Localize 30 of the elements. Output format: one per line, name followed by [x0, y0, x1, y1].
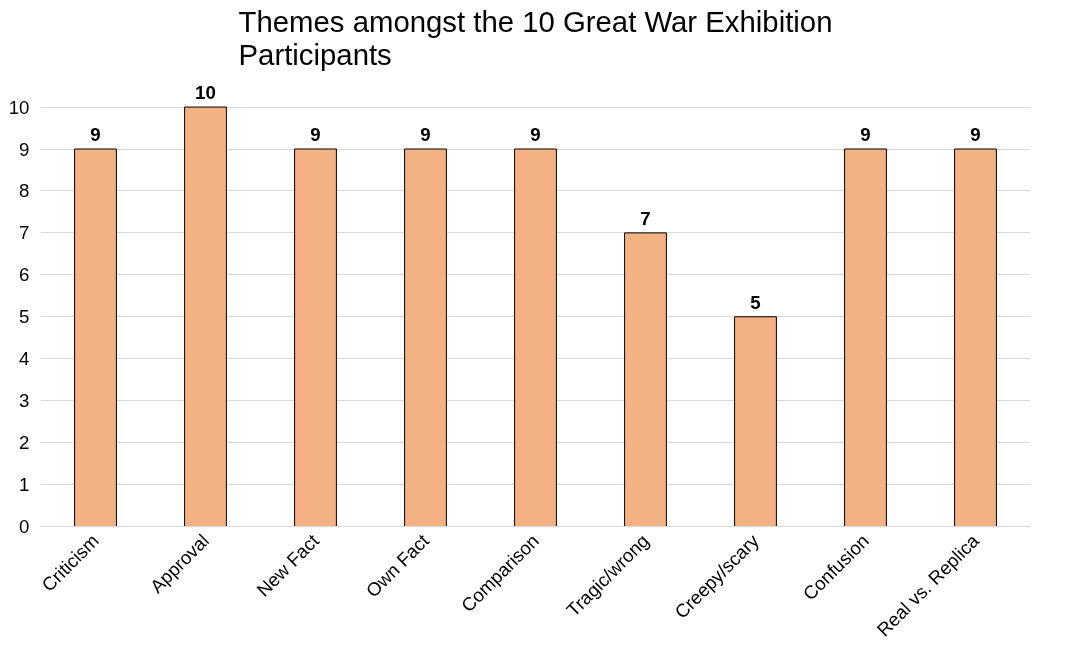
data-label: 9 [90, 124, 101, 145]
data-label: 9 [420, 124, 431, 145]
y-tick-label: 2 [19, 432, 30, 454]
y-tick-label: 8 [19, 180, 30, 202]
bar [514, 148, 557, 527]
y-tick-label: 9 [19, 138, 30, 160]
chart-title: Themes amongst the 10 Great War Exhibition Participants [238, 5, 833, 71]
bar [294, 148, 337, 527]
y-tick-label: 10 [8, 96, 30, 118]
data-label: 7 [640, 207, 651, 229]
y-tick-label: 6 [19, 264, 30, 286]
y-tick-label: 5 [19, 306, 30, 328]
bar [184, 106, 227, 527]
data-label: 9 [860, 124, 871, 145]
bar [74, 148, 117, 527]
data-label: 9 [970, 124, 981, 145]
y-tick-label: 4 [19, 348, 30, 370]
y-tick-label: 3 [19, 390, 30, 412]
data-label: 10 [195, 82, 216, 104]
bar [624, 232, 667, 527]
y-tick-label: 0 [19, 516, 30, 537]
y-tick-label: 1 [19, 474, 30, 496]
bar [734, 316, 777, 527]
y-tick-label: 7 [19, 222, 30, 244]
data-label: 9 [310, 124, 321, 145]
data-label: 5 [750, 291, 761, 313]
bar [844, 148, 887, 527]
bar [954, 148, 997, 527]
data-label: 9 [530, 124, 541, 145]
bar [404, 148, 447, 527]
